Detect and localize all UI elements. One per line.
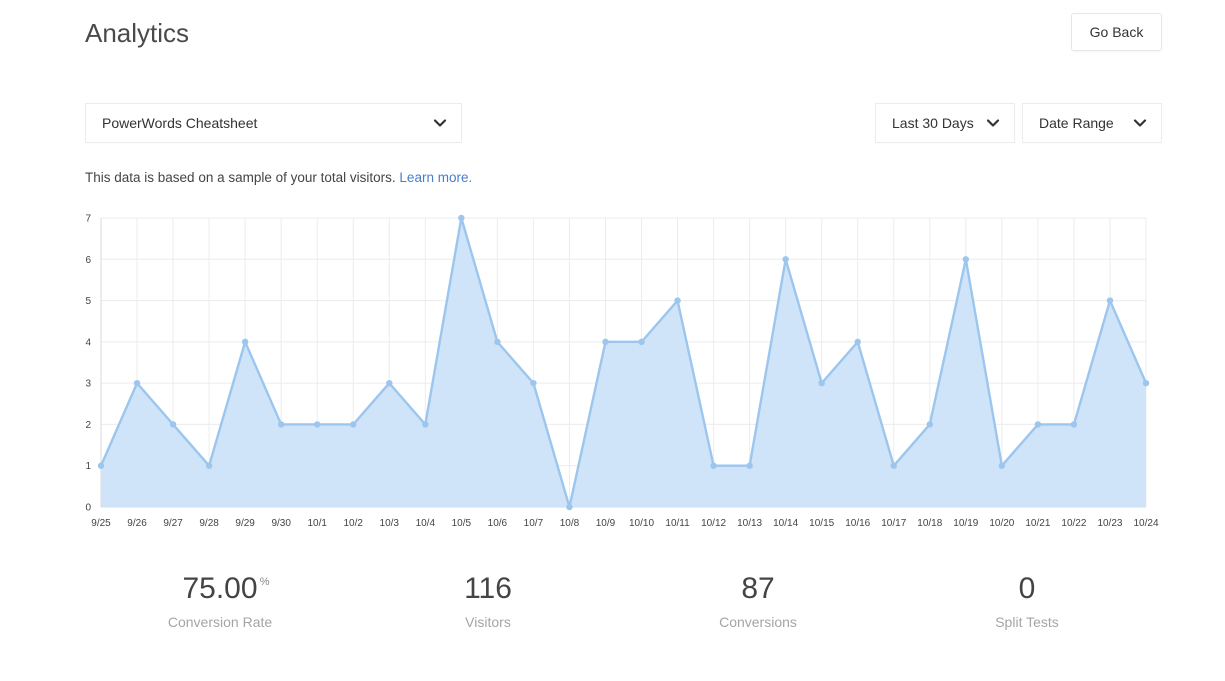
x-tick-label: 10/12 [701, 518, 726, 529]
stat-conversions: 87 Conversions [648, 572, 868, 630]
x-tick-label: 10/6 [488, 518, 508, 529]
go-back-button[interactable]: Go Back [1071, 13, 1162, 51]
x-tick-label: 9/30 [271, 518, 291, 529]
series-line [99, 216, 1148, 509]
chevron-down-icon [986, 119, 1000, 127]
data-point[interactable] [97, 462, 105, 469]
form-select[interactable]: PowerWords Cheatsheet [85, 103, 462, 143]
page-title: Analytics [85, 18, 190, 48]
data-point[interactable] [133, 379, 141, 387]
data-point[interactable] [169, 421, 177, 428]
sample-notice: This data is based on a sample of your t… [85, 170, 472, 185]
y-tick-label: 3 [85, 379, 91, 390]
stat-split-tests-label: Split Tests [995, 614, 1059, 630]
stat-conversions-value: 87 [741, 572, 775, 605]
x-tick-label: 10/13 [737, 518, 762, 529]
x-tick-label: 9/28 [199, 518, 219, 529]
data-point[interactable] [205, 462, 213, 469]
x-tick-label: 10/2 [344, 518, 364, 529]
form-select-value: PowerWords Cheatsheet [102, 115, 258, 131]
x-tick-label: 9/27 [163, 518, 183, 529]
x-tick-label: 10/22 [1061, 518, 1086, 529]
data-point[interactable] [494, 338, 501, 346]
stat-split-tests: 0 Split Tests [917, 572, 1137, 630]
sample-notice-text: This data is based on a sample of your t… [85, 170, 396, 185]
y-tick-label: 5 [85, 296, 91, 307]
data-point[interactable] [422, 421, 429, 428]
x-tick-label: 10/11 [665, 518, 690, 529]
date-range-select-value: Date Range [1039, 115, 1114, 131]
data-point[interactable] [962, 256, 970, 263]
data-point[interactable] [854, 338, 861, 346]
data-point[interactable] [782, 256, 789, 263]
period-select-value: Last 30 Days [892, 115, 974, 131]
x-tick-label: 9/26 [127, 518, 147, 529]
data-point[interactable] [638, 338, 645, 346]
x-tick-label: 10/23 [1097, 518, 1122, 529]
stat-conversion-rate-label: Conversion Rate [167, 614, 273, 630]
x-tick-label: 10/17 [881, 518, 906, 529]
data-point[interactable] [890, 462, 897, 469]
x-tick-label: 10/16 [845, 518, 870, 529]
x-tick-label: 10/15 [809, 518, 834, 529]
data-point[interactable] [746, 462, 753, 469]
y-tick-label: 1 [85, 461, 91, 472]
data-point[interactable] [1070, 421, 1078, 428]
data-point[interactable] [241, 338, 249, 346]
x-tick-label: 10/4 [416, 518, 436, 529]
y-tick-label: 6 [85, 255, 91, 266]
data-point[interactable] [1142, 379, 1150, 387]
x-tick-label: 10/19 [953, 518, 978, 529]
period-select[interactable]: Last 30 Days [875, 103, 1015, 143]
data-point[interactable] [710, 462, 717, 469]
x-tick-label: 9/29 [235, 518, 255, 529]
x-tick-label: 10/20 [989, 518, 1014, 529]
learn-more-link[interactable]: Learn more. [399, 170, 473, 185]
data-point[interactable] [386, 379, 393, 387]
y-tick-label: 0 [85, 503, 91, 514]
x-tick-label: 10/5 [452, 518, 472, 529]
data-point[interactable] [998, 462, 1006, 469]
x-tick-label: 10/10 [629, 518, 654, 529]
data-point[interactable] [277, 421, 285, 428]
x-tick-label: 10/7 [524, 518, 544, 529]
stat-visitors-value: 116 [464, 572, 512, 605]
x-tick-label: 9/25 [91, 518, 111, 529]
data-point[interactable] [926, 421, 933, 428]
x-tick-label: 10/14 [773, 518, 798, 529]
data-point[interactable] [818, 379, 825, 387]
x-tick-label: 10/3 [380, 518, 400, 529]
data-point[interactable] [350, 421, 357, 428]
stat-conversion-rate: 75.00% Conversion Rate [110, 572, 330, 630]
x-tick-label: 10/21 [1025, 518, 1050, 529]
stat-split-tests-value: 0 [1018, 572, 1036, 605]
x-tick-label: 10/8 [560, 518, 580, 529]
x-tick-label: 10/18 [917, 518, 942, 529]
stat-visitors: 116 Visitors [378, 572, 598, 630]
stat-visitors-label: Visitors [465, 614, 511, 630]
stat-conversion-rate-unit: % [259, 576, 270, 588]
chevron-down-icon [433, 119, 447, 127]
x-tick-label: 10/9 [596, 518, 616, 529]
x-tick-label: 10/1 [307, 518, 327, 529]
chevron-down-icon [1133, 119, 1147, 127]
y-tick-label: 7 [85, 214, 91, 225]
visits-area-chart: 0 1 2 3 4 5 6 7 9/25 9/26 9/27 9/28 9/29 9/30 10/1 10/2… [85, 214, 1159, 530]
y-tick-label: 2 [85, 420, 91, 431]
data-point[interactable] [674, 297, 681, 304]
data-point[interactable] [530, 379, 537, 387]
date-range-select[interactable]: Date Range [1022, 103, 1162, 143]
data-point[interactable] [458, 214, 465, 222]
data-point[interactable] [314, 421, 321, 428]
data-point[interactable] [1034, 421, 1042, 428]
data-point[interactable] [1106, 297, 1114, 304]
data-point[interactable] [566, 503, 573, 511]
y-tick-label: 4 [85, 337, 91, 348]
x-tick-label: 10/24 [1133, 518, 1158, 529]
series-area [101, 218, 1146, 507]
stat-conversion-rate-value: 75.00 [182, 572, 258, 605]
data-point[interactable] [602, 338, 609, 346]
stat-conversions-label: Conversions [719, 614, 797, 630]
